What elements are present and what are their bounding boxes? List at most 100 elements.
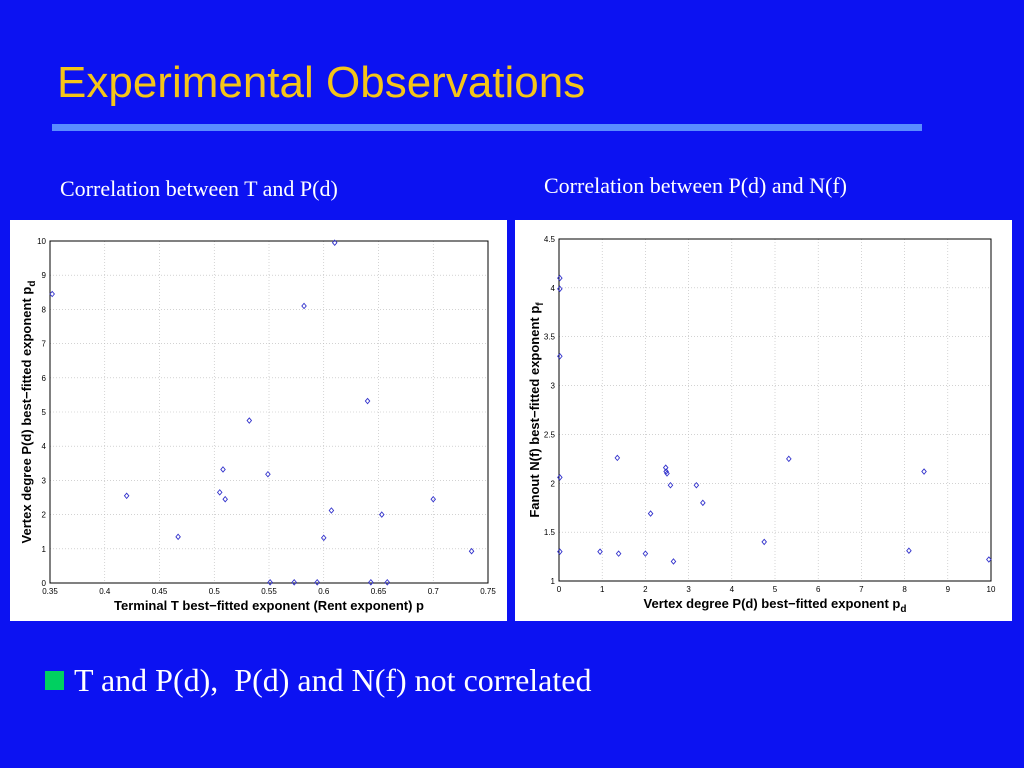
- data-point: [222, 495, 228, 503]
- y-tick-label: 1: [42, 545, 47, 554]
- y-tick-label: 3.5: [544, 333, 556, 342]
- x-tick-label: 0.65: [371, 587, 387, 596]
- data-point: [700, 499, 706, 507]
- y-axis-label: Fanout N(f) best−fitted exponent pf: [527, 302, 546, 518]
- data-point: [384, 579, 391, 586]
- x-tick-label: 0: [557, 585, 562, 594]
- data-point: [642, 550, 649, 557]
- data-point: [615, 550, 622, 557]
- data-point: [220, 466, 226, 473]
- y-tick-label: 9: [42, 271, 47, 280]
- x-tick-label: 5: [773, 585, 778, 594]
- x-tick-label: 1: [600, 585, 605, 594]
- bullet-square-icon: [45, 671, 64, 690]
- data-point: [557, 352, 563, 360]
- data-point: [557, 285, 563, 293]
- data-point: [761, 538, 767, 546]
- y-axis-label-subscript: d: [27, 281, 38, 287]
- data-point: [328, 507, 335, 514]
- x-axis-label: Vertex degree P(d) best−fitted exponent …: [644, 596, 907, 615]
- y-tick-label: 2.5: [544, 430, 556, 439]
- data-point: [314, 579, 320, 586]
- data-point: [906, 547, 912, 555]
- x-tick-label: 6: [816, 585, 821, 594]
- data-point: [597, 548, 603, 555]
- data-point: [364, 397, 371, 405]
- caption-right: Correlation between P(d) and N(f): [544, 173, 848, 198]
- y-tick-label: 3: [551, 382, 556, 391]
- slide-title: Experimental Observations: [57, 58, 586, 107]
- y-tick-label: 4: [42, 442, 47, 451]
- y-tick-label: 2: [551, 479, 556, 488]
- data-point: [921, 468, 927, 475]
- x-tick-label: 4: [730, 585, 735, 594]
- data-point: [557, 548, 563, 555]
- data-point: [664, 470, 670, 477]
- bullet-point: T and P(d), P(d) and N(f) not correlated: [45, 662, 591, 699]
- data-point: [670, 558, 677, 565]
- data-point: [647, 510, 654, 517]
- x-axis-label: Terminal T best−fitted exponent (Rent ex…: [114, 598, 424, 613]
- caption-left: Correlation between T and P(d): [60, 176, 338, 201]
- title-rule: [52, 124, 922, 131]
- x-tick-label: 0.55: [261, 587, 277, 596]
- chart-panel-right: 0 1 2 3 4 5 6 7 8 9 10 1 1.5 2 2.5 3 3.5 4 4.5 Vertex degre…: [515, 220, 1012, 621]
- data-point: [320, 534, 327, 542]
- y-tick-label: 3: [42, 476, 47, 485]
- data-point: [265, 470, 271, 478]
- x-tick-label: 2: [643, 585, 648, 594]
- y-tick-label: 1: [551, 577, 556, 586]
- data-point: [175, 533, 181, 541]
- data-point: [693, 481, 700, 489]
- x-tick-label: 0.5: [209, 587, 221, 596]
- y-tick-label: 4.5: [544, 235, 556, 244]
- x-axis-label-subscript: d: [900, 604, 906, 615]
- x-tick-label: 0.45: [152, 587, 168, 596]
- y-tick-label: 4: [551, 284, 556, 293]
- data-point: [557, 474, 563, 481]
- y-axis-label-subscript: f: [535, 302, 546, 306]
- data-point: [378, 511, 385, 518]
- x-tick-label: 7: [859, 585, 864, 594]
- data-point: [331, 239, 338, 247]
- bullet-text: T and P(d), P(d) and N(f) not correlated: [74, 662, 592, 698]
- y-tick-label: 2: [42, 511, 47, 520]
- y-tick-label: 6: [42, 374, 47, 383]
- data-point: [246, 417, 253, 424]
- plot-frame: [558, 238, 992, 582]
- data-point: [123, 492, 130, 500]
- data-point: [291, 579, 297, 586]
- y-axis-label: Vertex degree P(d) best−fitted exponent …: [19, 281, 38, 544]
- data-point: [216, 489, 223, 496]
- data-point: [49, 290, 55, 298]
- x-tick-label: 8: [902, 585, 907, 594]
- data-point: [430, 495, 437, 503]
- y-tick-label: 1.5: [544, 528, 556, 537]
- data-point: [663, 468, 669, 475]
- scatter-chart-t-vs-pd: 0.35 0.4 0.45 0.5 0.55 0.6 0.65 0.7 0.75 0 1 2 3 4 5 6 7…: [19, 237, 496, 613]
- x-tick-label: 0.6: [318, 587, 330, 596]
- x-tick-label: 10: [987, 585, 996, 594]
- x-tick-label: 0.4: [99, 587, 111, 596]
- data-point: [468, 547, 475, 555]
- y-tick-label: 5: [42, 408, 47, 417]
- data-point: [267, 579, 273, 586]
- y-tick-label: 7: [42, 340, 47, 349]
- y-tick-label: 8: [42, 305, 47, 314]
- x-tick-label: 0.75: [480, 587, 496, 596]
- y-tick-label: 10: [37, 237, 46, 246]
- data-point: [786, 455, 792, 463]
- x-tick-label: 0.7: [428, 587, 440, 596]
- data-point: [662, 464, 669, 471]
- data-point: [301, 302, 307, 310]
- data-point: [667, 481, 674, 489]
- y-tick-label: 0: [42, 579, 47, 588]
- data-point: [368, 579, 374, 586]
- data-point: [986, 556, 992, 563]
- x-tick-label: 0.35: [42, 587, 58, 596]
- x-tick-label: 3: [686, 585, 691, 594]
- chart-panel-left: 0.35 0.4 0.45 0.5 0.55 0.6 0.65 0.7 0.75 0 1 2 3 4 5 6 7…: [10, 220, 507, 621]
- data-point: [557, 274, 563, 282]
- data-point: [614, 454, 621, 462]
